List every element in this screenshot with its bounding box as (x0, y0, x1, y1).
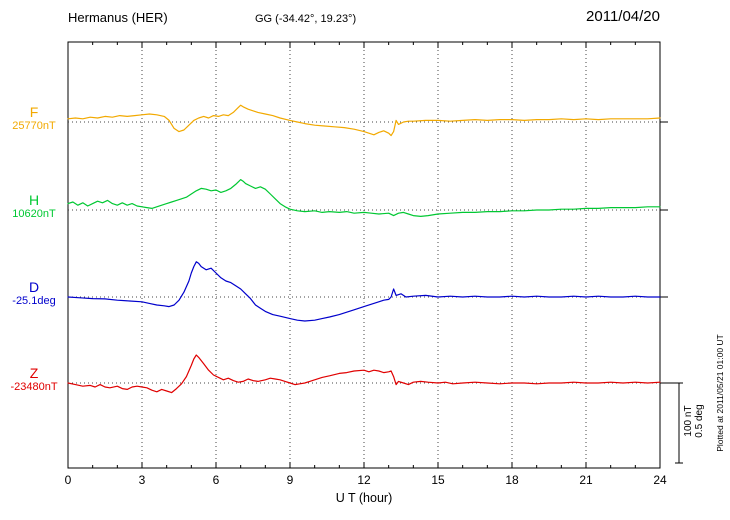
series-baseline-h: 10620nT (12, 208, 56, 220)
x-axis-title: U T (hour) (335, 491, 393, 505)
series-baseline-z: -23480nT (10, 381, 58, 393)
scale-bar-deg-label: 0.5 deg (694, 404, 705, 438)
station-title: Hermanus (HER) (68, 10, 168, 25)
x-tick-label: 9 (286, 473, 294, 487)
x-tick-label: 12 (357, 473, 371, 487)
x-tick-label: 18 (505, 473, 519, 487)
geographic-coordinates: GG (-34.42°, 19.23°) (255, 13, 357, 25)
x-tick-label: 15 (431, 473, 445, 487)
plotted-at-note: Plotted at 2011/05/21 01:00 UT (715, 334, 725, 452)
trace-f (67, 104, 661, 137)
series-name-z: Z (29, 365, 39, 381)
series-label-h: H 10620nT (6, 192, 62, 221)
series-label-d: D -25.1deg (6, 279, 62, 308)
x-tick-label: 0 (64, 473, 72, 487)
scale-bar-nt-label: 100 nT (683, 405, 694, 437)
series-baseline-f: 25770nT (12, 120, 56, 132)
plot-date: 2011/04/20 (586, 8, 660, 25)
trace-z (67, 354, 661, 394)
series-label-f: F 25770nT (6, 104, 62, 133)
series-name-h: H (28, 192, 40, 208)
series-name-f: F (29, 104, 39, 120)
scale-bar-labels: 100 nT 0.5 deg (683, 404, 705, 437)
series-label-z: Z -23480nT (6, 365, 62, 394)
trace-h (67, 179, 661, 217)
x-tick-label: 3 (138, 473, 146, 487)
x-tick-label: 6 (212, 473, 220, 487)
series-name-d: D (28, 279, 40, 295)
series-baseline-d: -25.1deg (12, 295, 56, 307)
x-tick-label: 24 (653, 473, 667, 487)
trace-d (67, 261, 661, 322)
x-tick-label: 21 (579, 473, 593, 487)
